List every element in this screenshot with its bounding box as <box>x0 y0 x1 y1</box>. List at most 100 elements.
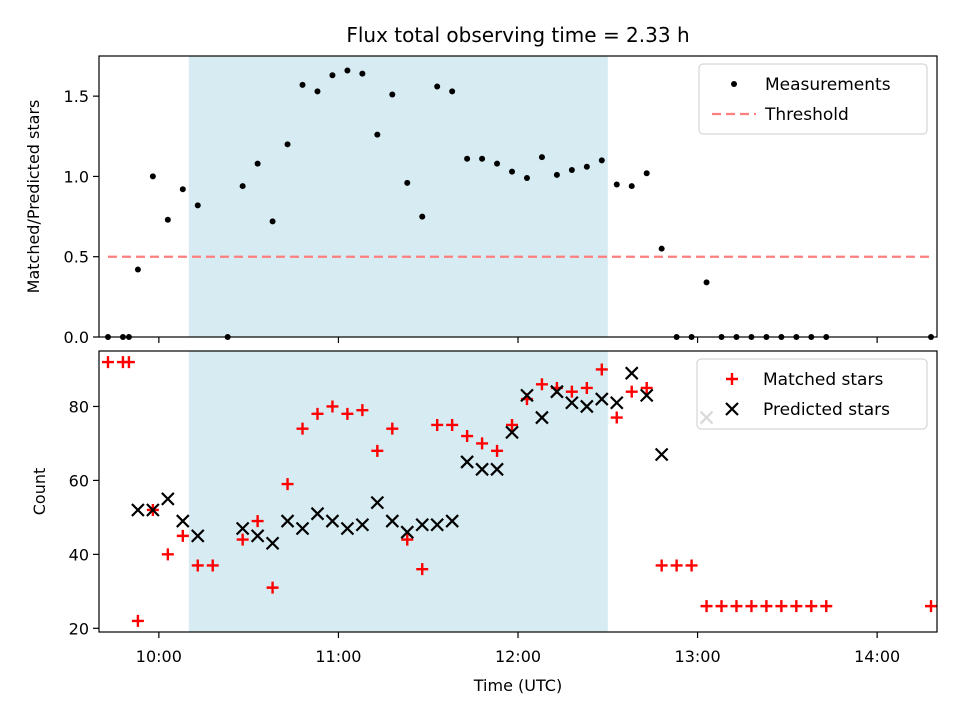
predicted-stars-point <box>295 521 310 536</box>
measurement-point <box>598 157 605 164</box>
predicted-stars-point <box>639 388 654 403</box>
predicted-stars-point <box>609 395 624 410</box>
measurement-point <box>643 170 650 177</box>
chart-title: Flux total observing time = 2.33 h <box>346 23 689 47</box>
matched-stars-point <box>506 418 519 431</box>
matched-stars-point <box>191 559 204 572</box>
matched-stars-point <box>341 407 354 420</box>
predicted-stars-point <box>355 517 370 532</box>
predicted-stars-point <box>161 492 175 506</box>
matched-stars-point <box>745 600 758 613</box>
x-tick-label: 14:00 <box>854 647 900 666</box>
measurement-point <box>179 186 186 193</box>
legend: Measurements Threshold <box>698 63 928 135</box>
measurement-point <box>568 167 575 174</box>
y-tick-label: 0.0 <box>64 328 89 347</box>
x-tick-label: 10:00 <box>136 647 182 666</box>
legend-marker-x <box>725 402 739 416</box>
series-predicted-stars <box>131 366 714 551</box>
matched-stars-point <box>416 563 429 576</box>
matched-stars-point <box>491 444 504 457</box>
x-tick-label: 13:00 <box>675 647 721 666</box>
measurement-point <box>419 213 426 220</box>
legend-label: Predicted stars <box>763 400 890 420</box>
measurement-point <box>239 183 246 190</box>
predicted-stars-point <box>460 455 474 469</box>
predicted-stars-point <box>176 514 190 528</box>
measurement-point <box>149 173 156 180</box>
measurement-point <box>314 88 321 95</box>
legend-marker-plus <box>726 373 738 385</box>
matched-stars-point <box>251 515 264 528</box>
predicted-stars-point <box>310 506 325 521</box>
measurement-point <box>553 171 560 178</box>
matched-stars-point <box>715 600 728 613</box>
matched-stars-point <box>805 600 818 613</box>
x-axis-label: Time (UTC) <box>473 676 562 695</box>
legend-label: Measurements <box>765 75 891 95</box>
predicted-stars-point <box>624 366 639 380</box>
matched-stars-point <box>790 600 803 613</box>
legend: Matched stars Predicted stars <box>696 358 928 430</box>
measurement-point <box>628 183 635 190</box>
measurement-point <box>464 155 471 162</box>
y-tick-label: 20 <box>69 619 89 638</box>
measurement-point <box>374 131 381 138</box>
predicted-stars-point <box>235 521 250 536</box>
matched-stars-point <box>326 400 339 413</box>
matched-stars-point <box>176 529 189 542</box>
measurement-point <box>194 202 201 209</box>
measurement-point <box>359 70 366 77</box>
predicted-stars-point <box>654 447 669 462</box>
matched-stars-point <box>476 437 489 450</box>
predicted-stars-point <box>475 462 489 477</box>
measurement-point <box>434 83 441 90</box>
predicted-stars-point <box>550 384 564 399</box>
predicted-stars-point <box>190 529 205 543</box>
matched-stars-point <box>775 600 788 613</box>
predicted-stars-point <box>415 517 430 532</box>
legend-label: Matched stars <box>763 370 883 390</box>
matched-stars-point <box>610 411 623 424</box>
measurement-point <box>658 245 665 252</box>
measurement-point <box>509 168 516 175</box>
y-tick-label: 40 <box>69 545 89 564</box>
y-axis-label: Matched/Predicted stars <box>24 100 43 294</box>
predicted-stars-point <box>535 410 549 425</box>
top-panel-ratio: 0.0 0.5 1.0 1.5 Matched/Predicted stars Measu… <box>24 55 938 347</box>
matched-stars-point <box>101 356 114 369</box>
matched-stars-point <box>461 430 474 443</box>
legend-box <box>698 63 928 135</box>
matched-stars-point <box>595 363 608 376</box>
matched-stars-point <box>580 381 593 394</box>
predicted-stars-point <box>490 462 504 477</box>
matched-stars-point <box>281 478 294 491</box>
x-tick-label: 12:00 <box>495 647 541 666</box>
matched-stars-point <box>296 422 309 435</box>
measurement-point <box>134 266 141 273</box>
measurement-point <box>254 160 261 167</box>
x-tick-label: 11:00 <box>315 647 361 666</box>
matched-stars-point <box>760 600 773 613</box>
predicted-stars-point <box>385 514 400 528</box>
measurement-point <box>538 154 545 161</box>
matched-stars-point <box>131 614 144 627</box>
matched-stars-point <box>670 559 683 572</box>
matched-stars-point <box>161 548 174 561</box>
measurement-point <box>269 218 276 225</box>
y-axis-label: Count <box>30 468 49 516</box>
measurement-point <box>404 179 411 186</box>
measurement-point <box>703 279 710 286</box>
matched-stars-point <box>431 418 444 431</box>
predicted-stars-point <box>370 495 385 510</box>
predicted-stars-point <box>595 392 609 406</box>
matched-stars-point <box>535 378 548 391</box>
y-tick-label: 0.5 <box>64 248 89 267</box>
measurement-point <box>329 72 336 79</box>
matched-stars-point <box>386 422 399 435</box>
predicted-stars-point <box>565 395 579 410</box>
y-tick-label: 1.5 <box>64 87 89 106</box>
legend-label: Threshold <box>764 105 849 125</box>
matched-stars-point <box>820 600 833 613</box>
